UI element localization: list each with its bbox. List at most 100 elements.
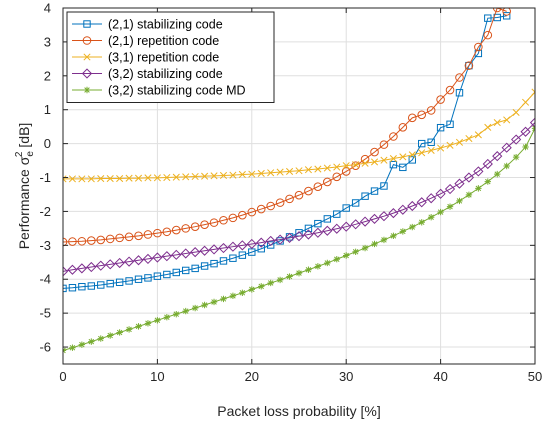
data-point-diamond [350,219,361,230]
data-point-square [380,182,388,190]
data-point-x [78,175,86,183]
data-point-square [427,138,435,146]
data-point-diamond [67,264,78,275]
data-point-x [295,167,303,175]
data-point-asterisk [97,335,104,342]
data-point-asterisk [267,279,274,287]
y-tick-label: 2 [44,68,51,83]
series-group [63,8,511,247]
data-point-asterisk [116,329,123,336]
data-point-diamond [416,197,427,208]
data-point-x [267,169,275,177]
data-point-asterisk [107,332,114,339]
data-point-square [229,254,237,262]
data-point-asterisk [399,228,407,235]
data-point-square [314,219,322,228]
y-axis-label-unit: [dB] [16,123,32,152]
y-tick-label: -5 [39,306,51,321]
data-point-square [163,270,171,279]
data-point-circle [407,113,417,123]
data-point-asterisk [276,276,284,284]
data-point-x [97,174,105,183]
data-point-circle [82,36,92,45]
data-point-asterisk [173,310,180,318]
data-point-diamond [473,166,484,177]
data-point-x [210,172,218,180]
legend: (2,1) stabilizing code (2,1) repetition c… [66,11,275,103]
y-axis-label-subscript: e [25,151,36,157]
data-point-asterisk [522,143,529,151]
data-point-x [361,159,369,167]
x-tick-label: 30 [339,369,353,384]
data-point-asterisk [446,203,454,210]
data-point-circle [266,201,275,211]
y-axis-label-main: Performance [16,165,32,249]
data-point-square [210,259,218,268]
data-point-diamond [454,178,465,189]
y-axis-label: Performance σe2 [dB] [14,123,36,250]
data-point-asterisk [390,232,397,240]
data-point-x [427,146,435,154]
data-point-square [200,262,209,270]
data-point-diamond [388,208,399,219]
data-point-x [83,53,91,61]
series-line [63,8,507,243]
data-point-asterisk [343,252,350,259]
data-point-diamond [426,193,437,204]
data-point-x [144,174,152,182]
data-point-asterisk [314,263,322,270]
series-group [63,125,535,354]
y-tick-label: -4 [39,272,51,287]
data-point-asterisk [191,304,199,312]
data-point-asterisk [418,219,425,226]
data-point-circle [115,233,124,243]
data-point-x [125,174,133,182]
data-point-x [314,165,322,173]
data-point-square [370,187,379,195]
data-point-diamond [123,256,135,267]
data-point-diamond [435,188,446,199]
y-tick-label: 1 [44,102,51,117]
data-point-x [106,174,114,183]
data-point-diamond [256,237,267,248]
data-point-asterisk [305,266,312,273]
x-tick-label: 0 [59,369,66,384]
data-point-diamond [161,251,172,262]
data-point-circle [238,210,247,220]
data-point-asterisk [154,317,161,324]
data-point-square [418,139,426,148]
data-point-square [153,272,162,280]
data-point-diamond [95,260,106,271]
data-point-circle [285,194,294,204]
data-point-x [201,172,209,180]
data-point-asterisk [182,307,189,315]
x-axis-label: Packet loss probability [%] [217,403,380,419]
data-point-square [191,264,199,273]
series-group [63,88,535,183]
data-point-circle [379,140,389,149]
data-point-circle [294,190,304,200]
data-point-asterisk [220,295,227,303]
data-point-diamond [180,248,191,259]
data-point-diamond [171,249,182,260]
y-tick-label: 3 [44,34,51,49]
y-axis-label-symbol: σ [16,156,32,165]
data-point-asterisk [352,248,359,255]
data-point-circle [474,42,483,52]
data-point-circle [171,225,181,235]
data-point-asterisk [371,240,378,248]
data-point-diamond [237,240,248,251]
tick-labels: 0 10 20 30 40 50 -6 -5 -4 -3 -2 -1 0 1 2 3 4 [39,1,542,385]
data-point-x [163,173,171,182]
data-point-asterisk [512,153,520,161]
data-point-circle [228,213,238,223]
data-point-x [503,116,511,124]
data-point-circle [105,234,115,244]
data-point-diamond [397,204,408,215]
y-tick-label: 4 [44,1,51,16]
data-point-diamond [142,253,154,265]
data-point-x [323,164,331,172]
data-point-circle [209,218,219,227]
data-point-x [116,174,124,183]
